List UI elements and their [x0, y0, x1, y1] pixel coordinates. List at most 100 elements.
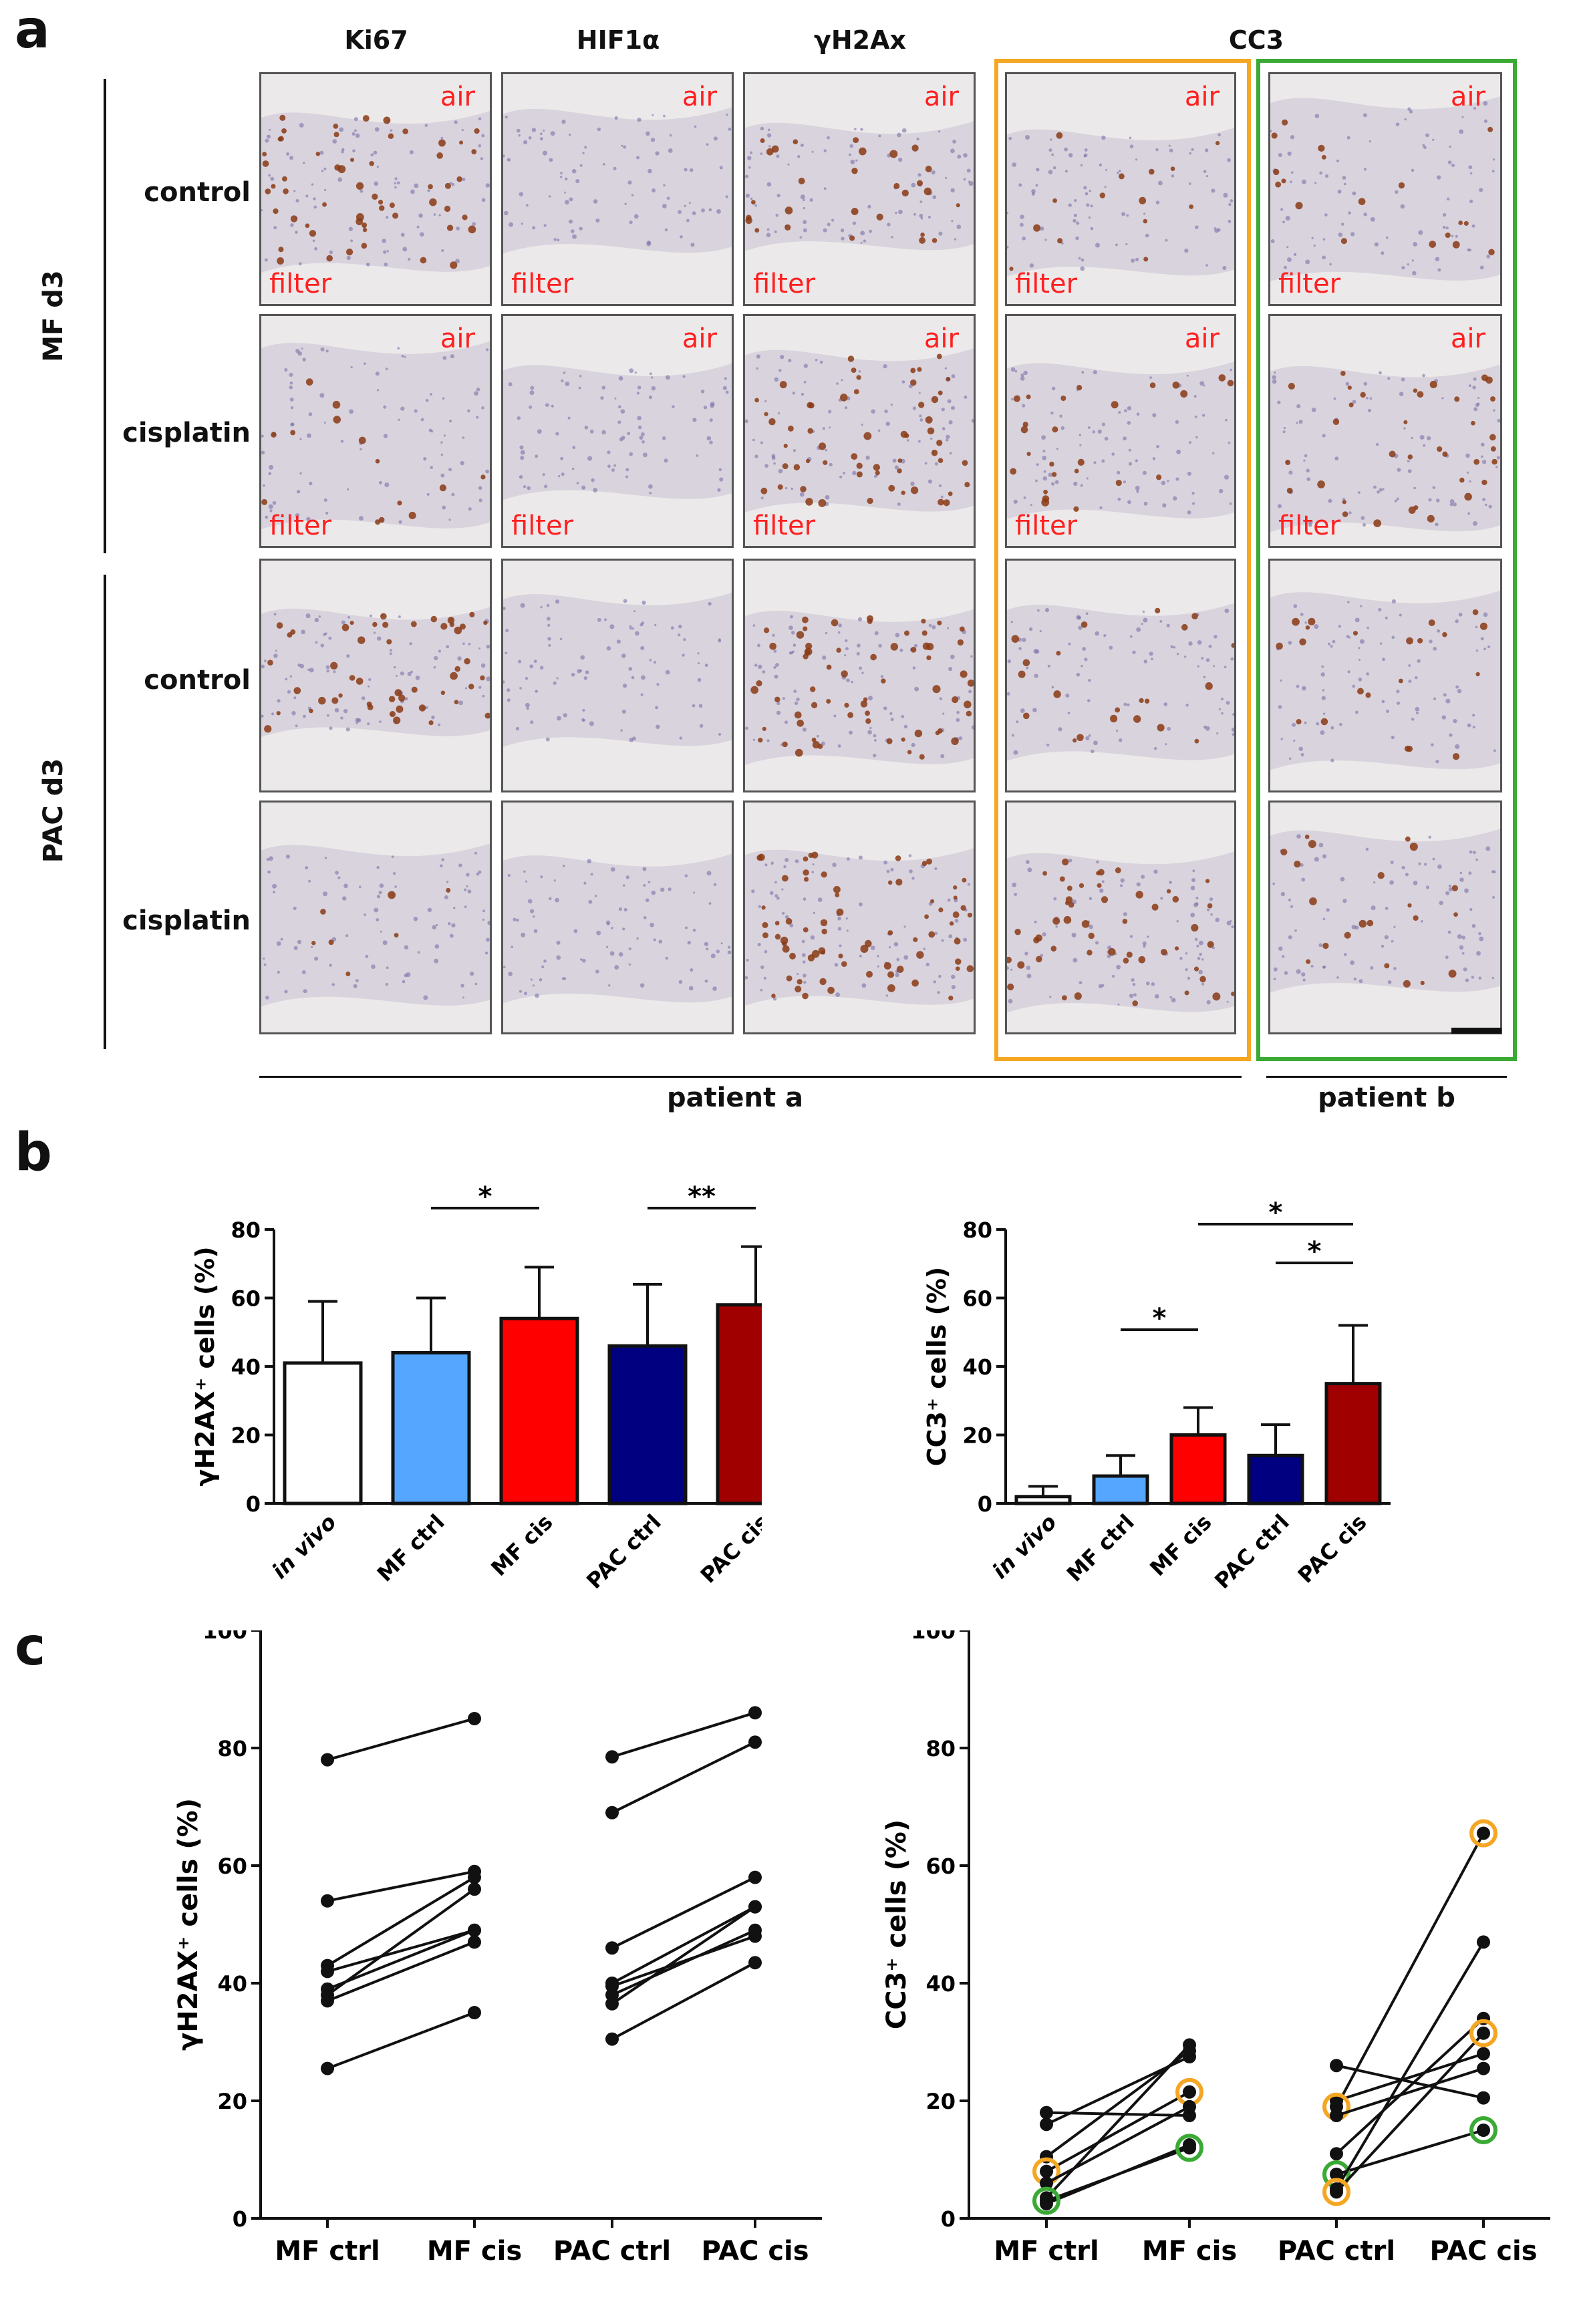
stained-cell — [1448, 970, 1457, 978]
stained-cell — [1452, 752, 1460, 760]
nucleus — [623, 145, 627, 149]
nucleus — [1040, 226, 1044, 231]
nucleus — [575, 179, 580, 184]
nucleus — [1304, 621, 1307, 624]
nucleus — [845, 647, 849, 651]
nucleus — [1316, 722, 1320, 726]
nucleus — [409, 642, 412, 645]
nucleus — [382, 239, 386, 243]
tissue-region — [261, 341, 490, 530]
nucleus — [1469, 908, 1473, 911]
stained-cell — [793, 139, 799, 145]
nucleus — [440, 441, 443, 444]
nucleus — [1135, 459, 1138, 462]
nucleus — [952, 139, 957, 144]
nucleus — [306, 433, 311, 438]
nucleus — [1136, 882, 1141, 887]
stained-cell — [823, 460, 828, 465]
stained-cell — [847, 712, 854, 718]
nucleus — [766, 228, 770, 231]
nucleus — [950, 148, 955, 154]
nucleus — [1471, 923, 1476, 928]
nucleus — [835, 992, 841, 998]
stained-cell — [290, 430, 296, 436]
nucleus — [385, 982, 389, 986]
nucleus — [1483, 101, 1488, 106]
nucleus — [519, 192, 524, 196]
nucleus — [851, 680, 853, 684]
nucleus — [803, 206, 806, 210]
stained-cell — [1166, 889, 1171, 894]
nucleus — [404, 945, 409, 950]
nucleus — [1413, 880, 1418, 885]
nucleus — [1086, 477, 1089, 480]
nucleus — [1464, 888, 1469, 893]
nucleus — [901, 128, 907, 133]
nucleus — [1338, 722, 1342, 726]
nucleus — [532, 226, 536, 230]
pair-line — [611, 1905, 756, 1985]
nucleus — [519, 686, 522, 690]
stained-cell — [867, 497, 873, 504]
nucleus — [934, 462, 938, 466]
nucleus — [384, 482, 390, 488]
nucleus — [1115, 730, 1119, 732]
nucleus — [398, 615, 401, 618]
nucleus — [1033, 649, 1038, 654]
nucleus — [509, 222, 513, 227]
nucleus — [1282, 221, 1285, 224]
nucleus — [859, 954, 862, 958]
stained-cell — [782, 741, 788, 748]
nucleus — [932, 195, 937, 199]
nucleus — [585, 670, 589, 675]
nucleus — [951, 974, 956, 980]
nucleus — [590, 873, 593, 876]
nucleus — [587, 859, 592, 864]
nucleus — [1412, 271, 1417, 276]
nucleus — [1127, 406, 1132, 411]
nucleus — [877, 955, 879, 958]
nucleus — [1302, 179, 1306, 184]
tile-label-filter: filter — [511, 269, 574, 299]
nucleus — [652, 188, 656, 193]
stained-cell — [914, 729, 923, 738]
nucleus — [637, 425, 642, 430]
nucleus — [1068, 859, 1072, 863]
stained-cell — [876, 213, 883, 221]
nucleus — [823, 149, 827, 152]
nucleus — [462, 177, 466, 181]
tissue-region — [261, 111, 490, 273]
stained-cell — [430, 615, 438, 623]
nucleus — [1467, 512, 1471, 515]
nucleus — [450, 354, 454, 359]
nucleus — [529, 664, 534, 669]
nucleus — [1084, 148, 1088, 152]
nucleus — [423, 457, 427, 461]
nucleus — [312, 239, 315, 243]
nucleus — [877, 429, 881, 432]
stained-cell — [459, 140, 464, 145]
x-tick-label: PAC cis — [1293, 1509, 1372, 1588]
nucleus — [1112, 974, 1115, 978]
stained-cell — [322, 202, 327, 207]
nucleus — [441, 858, 445, 861]
nucleus — [308, 879, 311, 883]
nucleus — [1196, 944, 1199, 948]
nucleus — [309, 668, 314, 673]
nucleus — [912, 406, 916, 410]
nucleus — [950, 188, 955, 193]
stained-cell — [818, 498, 827, 507]
nucleus — [1165, 239, 1168, 242]
nucleus — [1453, 502, 1457, 506]
stained-cell — [1442, 631, 1447, 637]
nucleus — [942, 427, 946, 430]
stained-cell — [1022, 422, 1028, 428]
stained-cell — [1215, 140, 1220, 146]
stained-cell — [840, 394, 848, 402]
y-tick-label: 60 — [217, 1854, 247, 1879]
nucleus — [1226, 701, 1230, 705]
stained-cell — [378, 199, 384, 205]
panel-label-b: b — [15, 1123, 52, 1183]
nucleus — [1088, 216, 1091, 219]
nucleus — [1379, 642, 1383, 645]
